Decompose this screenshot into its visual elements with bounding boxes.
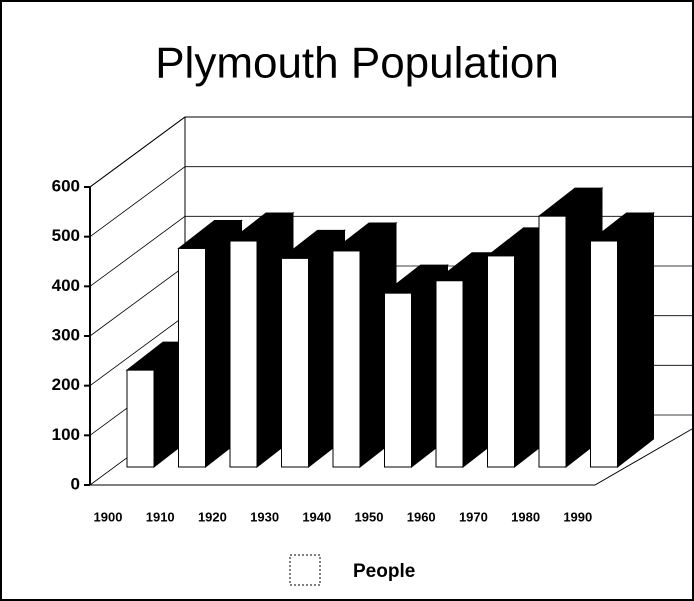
legend-label: People	[353, 561, 415, 582]
x-tick-label: 1960	[407, 509, 436, 524]
y-tick-label: 100	[52, 425, 80, 444]
bar	[435, 280, 464, 468]
floor	[90, 428, 693, 486]
x-tick-label: 1950	[355, 509, 384, 524]
grid-line	[89, 166, 692, 237]
x-tick-label: 1930	[250, 509, 279, 524]
bar	[384, 292, 412, 468]
bar	[332, 250, 361, 468]
y-tick-label: 300	[52, 325, 80, 344]
x-tick-label: 1940	[302, 509, 331, 524]
bar	[538, 215, 567, 468]
y-tick-label: 500	[52, 226, 80, 245]
legend-swatch	[289, 554, 321, 586]
bar	[229, 240, 258, 468]
y-tick-label: 0	[71, 474, 80, 493]
bar	[590, 240, 618, 468]
y-tick-label: 400	[52, 276, 80, 295]
grid-line	[89, 215, 692, 287]
bar-side	[617, 211, 654, 469]
x-tick-label: 1900	[94, 509, 123, 524]
x-tick-label: 1990	[563, 509, 592, 524]
x-tick-label: 1920	[198, 509, 227, 524]
bar	[178, 247, 206, 468]
x-tick-label: 1980	[511, 509, 540, 524]
x-tick-label: 1910	[146, 509, 175, 524]
bar	[126, 369, 155, 468]
bar	[487, 255, 515, 468]
y-tick-label: 600	[52, 176, 80, 195]
x-tick-label: 1970	[459, 509, 488, 524]
y-tick-label: 200	[52, 375, 80, 394]
chart-title: Plymouth Population	[155, 39, 559, 88]
grid-line	[89, 116, 692, 188]
bar	[281, 257, 309, 468]
